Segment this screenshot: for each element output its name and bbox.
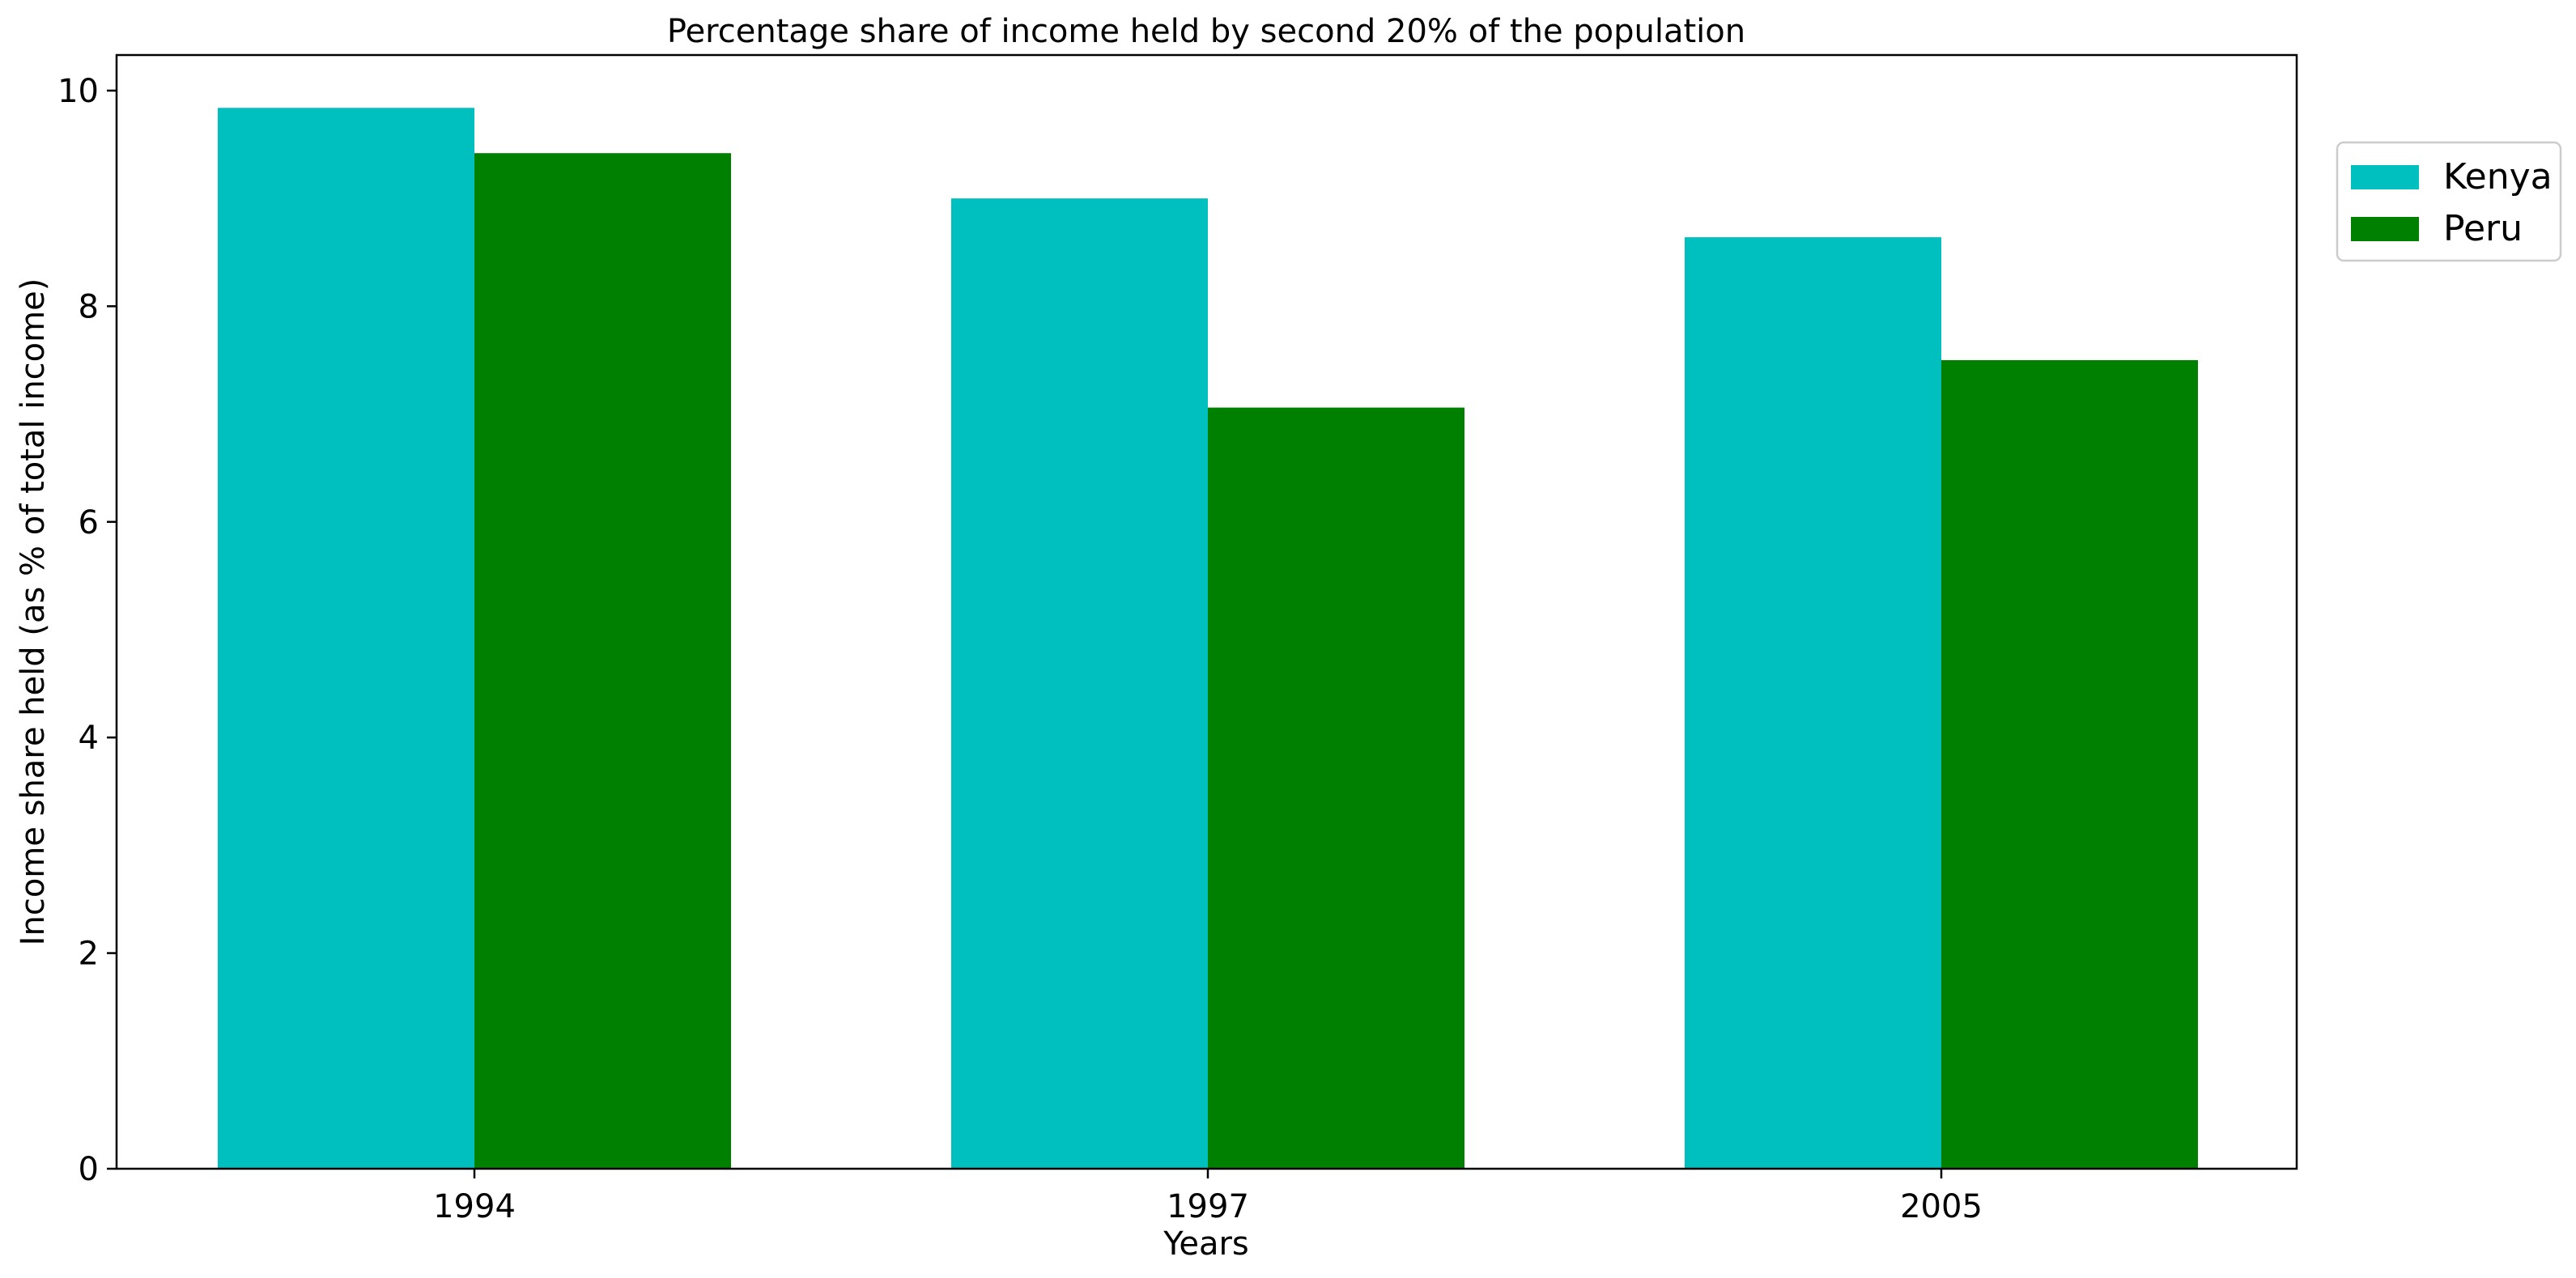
y-tick-label: 2: [79, 936, 99, 973]
bars-group: [218, 108, 2198, 1170]
x-tick-label: 1994: [433, 1188, 516, 1225]
y-tick-label: 6: [79, 504, 99, 541]
legend-swatch-peru: [2351, 217, 2419, 241]
legend-label-peru: Peru: [2443, 208, 2523, 249]
chart-title: Percentage share of income held by secon…: [667, 13, 1745, 50]
y-tick-label: 8: [79, 288, 99, 325]
bar-peru-1997: [1208, 407, 1464, 1169]
legend-label-kenya: Kenya: [2443, 156, 2553, 197]
legend: Kenya Peru: [2336, 141, 2562, 262]
x-tick-label: 1997: [1167, 1188, 1249, 1225]
x-axis-ticks: 1994 1997 2005: [433, 1169, 1983, 1225]
bar-peru-1994: [474, 153, 731, 1170]
bar-kenya-1994: [218, 108, 474, 1170]
y-axis-ticks: 0 2 4 6 8 10: [57, 73, 117, 1188]
y-tick-label: 0: [79, 1151, 99, 1188]
legend-swatch-kenya: [2351, 165, 2419, 189]
x-axis-label: Years: [1163, 1225, 1249, 1263]
y-tick-label: 10: [57, 73, 99, 110]
bar-peru-2005: [1941, 359, 2198, 1170]
plot-area-frame: [115, 53, 2298, 1170]
x-tick-label: 2005: [1900, 1188, 1983, 1225]
bar-kenya-2005: [1685, 237, 1941, 1169]
bar-kenya-1997: [951, 198, 1208, 1170]
y-tick-label: 4: [79, 720, 99, 757]
y-axis-label: Income share held (as % of total income): [15, 278, 52, 946]
